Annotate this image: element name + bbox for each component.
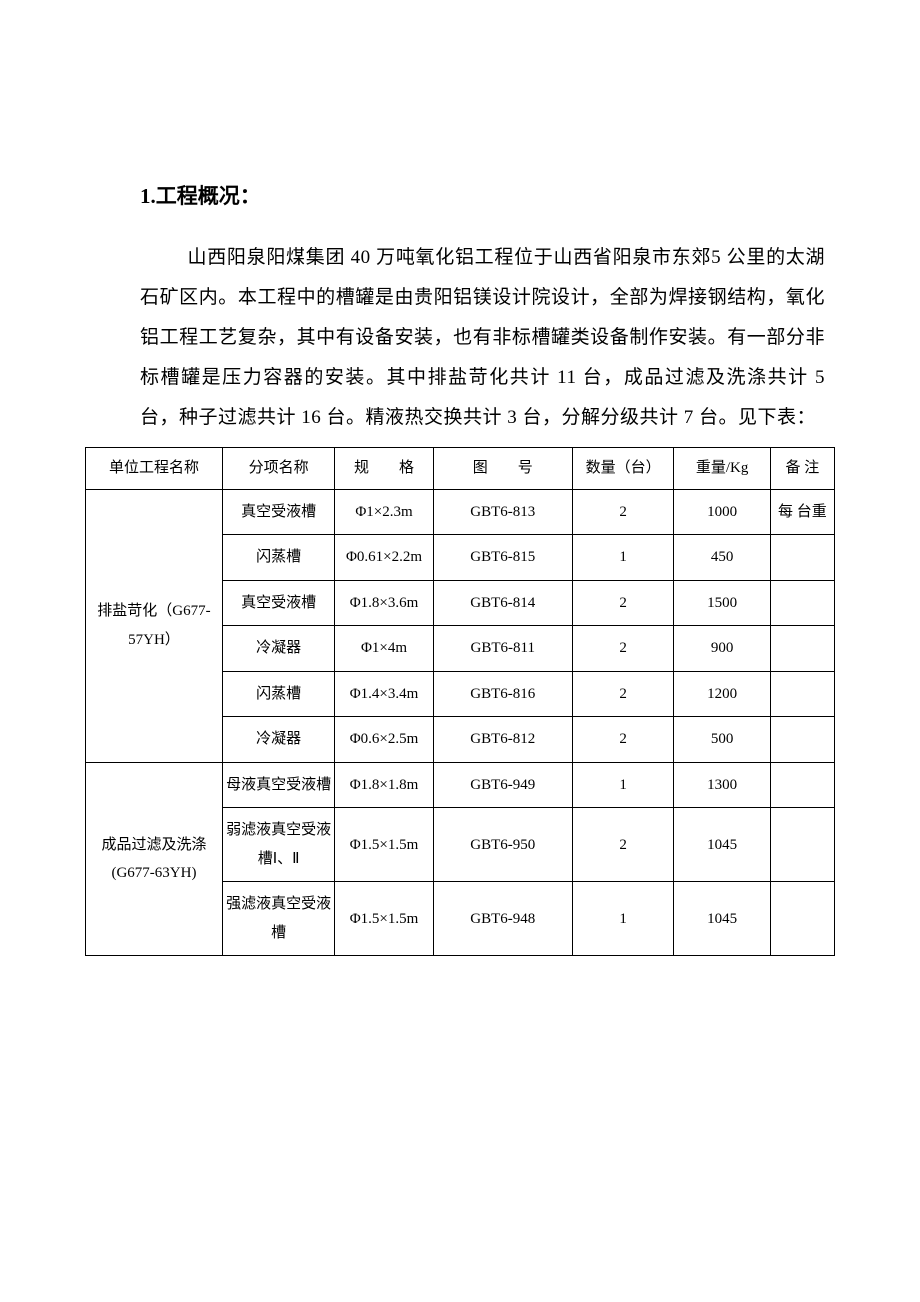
cell-draw: GBT6-815 bbox=[433, 535, 572, 581]
cell-note bbox=[770, 808, 834, 882]
cell-qty: 1 bbox=[572, 535, 674, 581]
cell-spec: Φ1.8×3.6m bbox=[335, 580, 433, 626]
cell-qty: 1 bbox=[572, 762, 674, 808]
cell-item: 真空受液槽 bbox=[222, 580, 334, 626]
cell-spec: Φ0.6×2.5m bbox=[335, 717, 433, 763]
cell-weight: 1000 bbox=[674, 489, 770, 535]
cell-unit: 成品过滤及洗涤(G677-63YH) bbox=[86, 762, 223, 956]
cell-item: 闪蒸槽 bbox=[222, 535, 334, 581]
cell-spec: Φ1×4m bbox=[335, 626, 433, 672]
cell-spec: Φ1.8×1.8m bbox=[335, 762, 433, 808]
header-item: 分项名称 bbox=[222, 448, 334, 490]
cell-draw: GBT6-948 bbox=[433, 882, 572, 956]
cell-item: 强滤液真空受液槽 bbox=[222, 882, 334, 956]
cell-qty: 2 bbox=[572, 626, 674, 672]
cell-weight: 500 bbox=[674, 717, 770, 763]
cell-unit: 排盐苛化（G677-57YH） bbox=[86, 489, 223, 762]
cell-draw: GBT6-816 bbox=[433, 671, 572, 717]
cell-note bbox=[770, 580, 834, 626]
cell-item: 真空受液槽 bbox=[222, 489, 334, 535]
section-heading: 1.工程概况： bbox=[140, 180, 835, 210]
header-weight: 重量/Kg bbox=[674, 448, 770, 490]
table-header-row: 单位工程名称 分项名称 规 格 图 号 数量（台） 重量/Kg 备 注 bbox=[86, 448, 835, 490]
cell-note bbox=[770, 717, 834, 763]
cell-weight: 1045 bbox=[674, 882, 770, 956]
cell-weight: 1500 bbox=[674, 580, 770, 626]
cell-note bbox=[770, 762, 834, 808]
cell-spec: Φ1.5×1.5m bbox=[335, 808, 433, 882]
cell-note bbox=[770, 671, 834, 717]
header-spec: 规 格 bbox=[335, 448, 433, 490]
equipment-table: 单位工程名称 分项名称 规 格 图 号 数量（台） 重量/Kg 备 注 排盐苛化… bbox=[85, 447, 835, 956]
cell-qty: 2 bbox=[572, 671, 674, 717]
cell-note bbox=[770, 626, 834, 672]
cell-weight: 1200 bbox=[674, 671, 770, 717]
cell-draw: GBT6-813 bbox=[433, 489, 572, 535]
table-body: 排盐苛化（G677-57YH） 真空受液槽 Φ1×2.3m GBT6-813 2… bbox=[86, 489, 835, 956]
cell-draw: GBT6-950 bbox=[433, 808, 572, 882]
header-qty: 数量（台） bbox=[572, 448, 674, 490]
cell-note bbox=[770, 535, 834, 581]
cell-qty: 2 bbox=[572, 808, 674, 882]
cell-spec: Φ1.5×1.5m bbox=[335, 882, 433, 956]
cell-item: 冷凝器 bbox=[222, 626, 334, 672]
cell-weight: 1045 bbox=[674, 808, 770, 882]
cell-qty: 2 bbox=[572, 717, 674, 763]
table-row: 排盐苛化（G677-57YH） 真空受液槽 Φ1×2.3m GBT6-813 2… bbox=[86, 489, 835, 535]
cell-item: 冷凝器 bbox=[222, 717, 334, 763]
cell-weight: 450 bbox=[674, 535, 770, 581]
cell-qty: 2 bbox=[572, 489, 674, 535]
cell-item: 闪蒸槽 bbox=[222, 671, 334, 717]
header-unit: 单位工程名称 bbox=[86, 448, 223, 490]
cell-item: 弱滤液真空受液槽Ⅰ、Ⅱ bbox=[222, 808, 334, 882]
cell-item: 母液真空受液槽 bbox=[222, 762, 334, 808]
overview-paragraph: 山西阳泉阳煤集团 40 万吨氧化铝工程位于山西省阳泉市东郊5 公里的太湖石矿区内… bbox=[140, 238, 825, 437]
cell-spec: Φ0.61×2.2m bbox=[335, 535, 433, 581]
cell-draw: GBT6-949 bbox=[433, 762, 572, 808]
cell-qty: 1 bbox=[572, 882, 674, 956]
table-row: 成品过滤及洗涤(G677-63YH) 母液真空受液槽 Φ1.8×1.8m GBT… bbox=[86, 762, 835, 808]
cell-qty: 2 bbox=[572, 580, 674, 626]
cell-note bbox=[770, 882, 834, 956]
cell-draw: GBT6-811 bbox=[433, 626, 572, 672]
cell-draw: GBT6-814 bbox=[433, 580, 572, 626]
cell-draw: GBT6-812 bbox=[433, 717, 572, 763]
header-draw: 图 号 bbox=[433, 448, 572, 490]
cell-weight: 1300 bbox=[674, 762, 770, 808]
cell-note: 每 台重 bbox=[770, 489, 834, 535]
header-note: 备 注 bbox=[770, 448, 834, 490]
cell-weight: 900 bbox=[674, 626, 770, 672]
cell-spec: Φ1.4×3.4m bbox=[335, 671, 433, 717]
cell-spec: Φ1×2.3m bbox=[335, 489, 433, 535]
